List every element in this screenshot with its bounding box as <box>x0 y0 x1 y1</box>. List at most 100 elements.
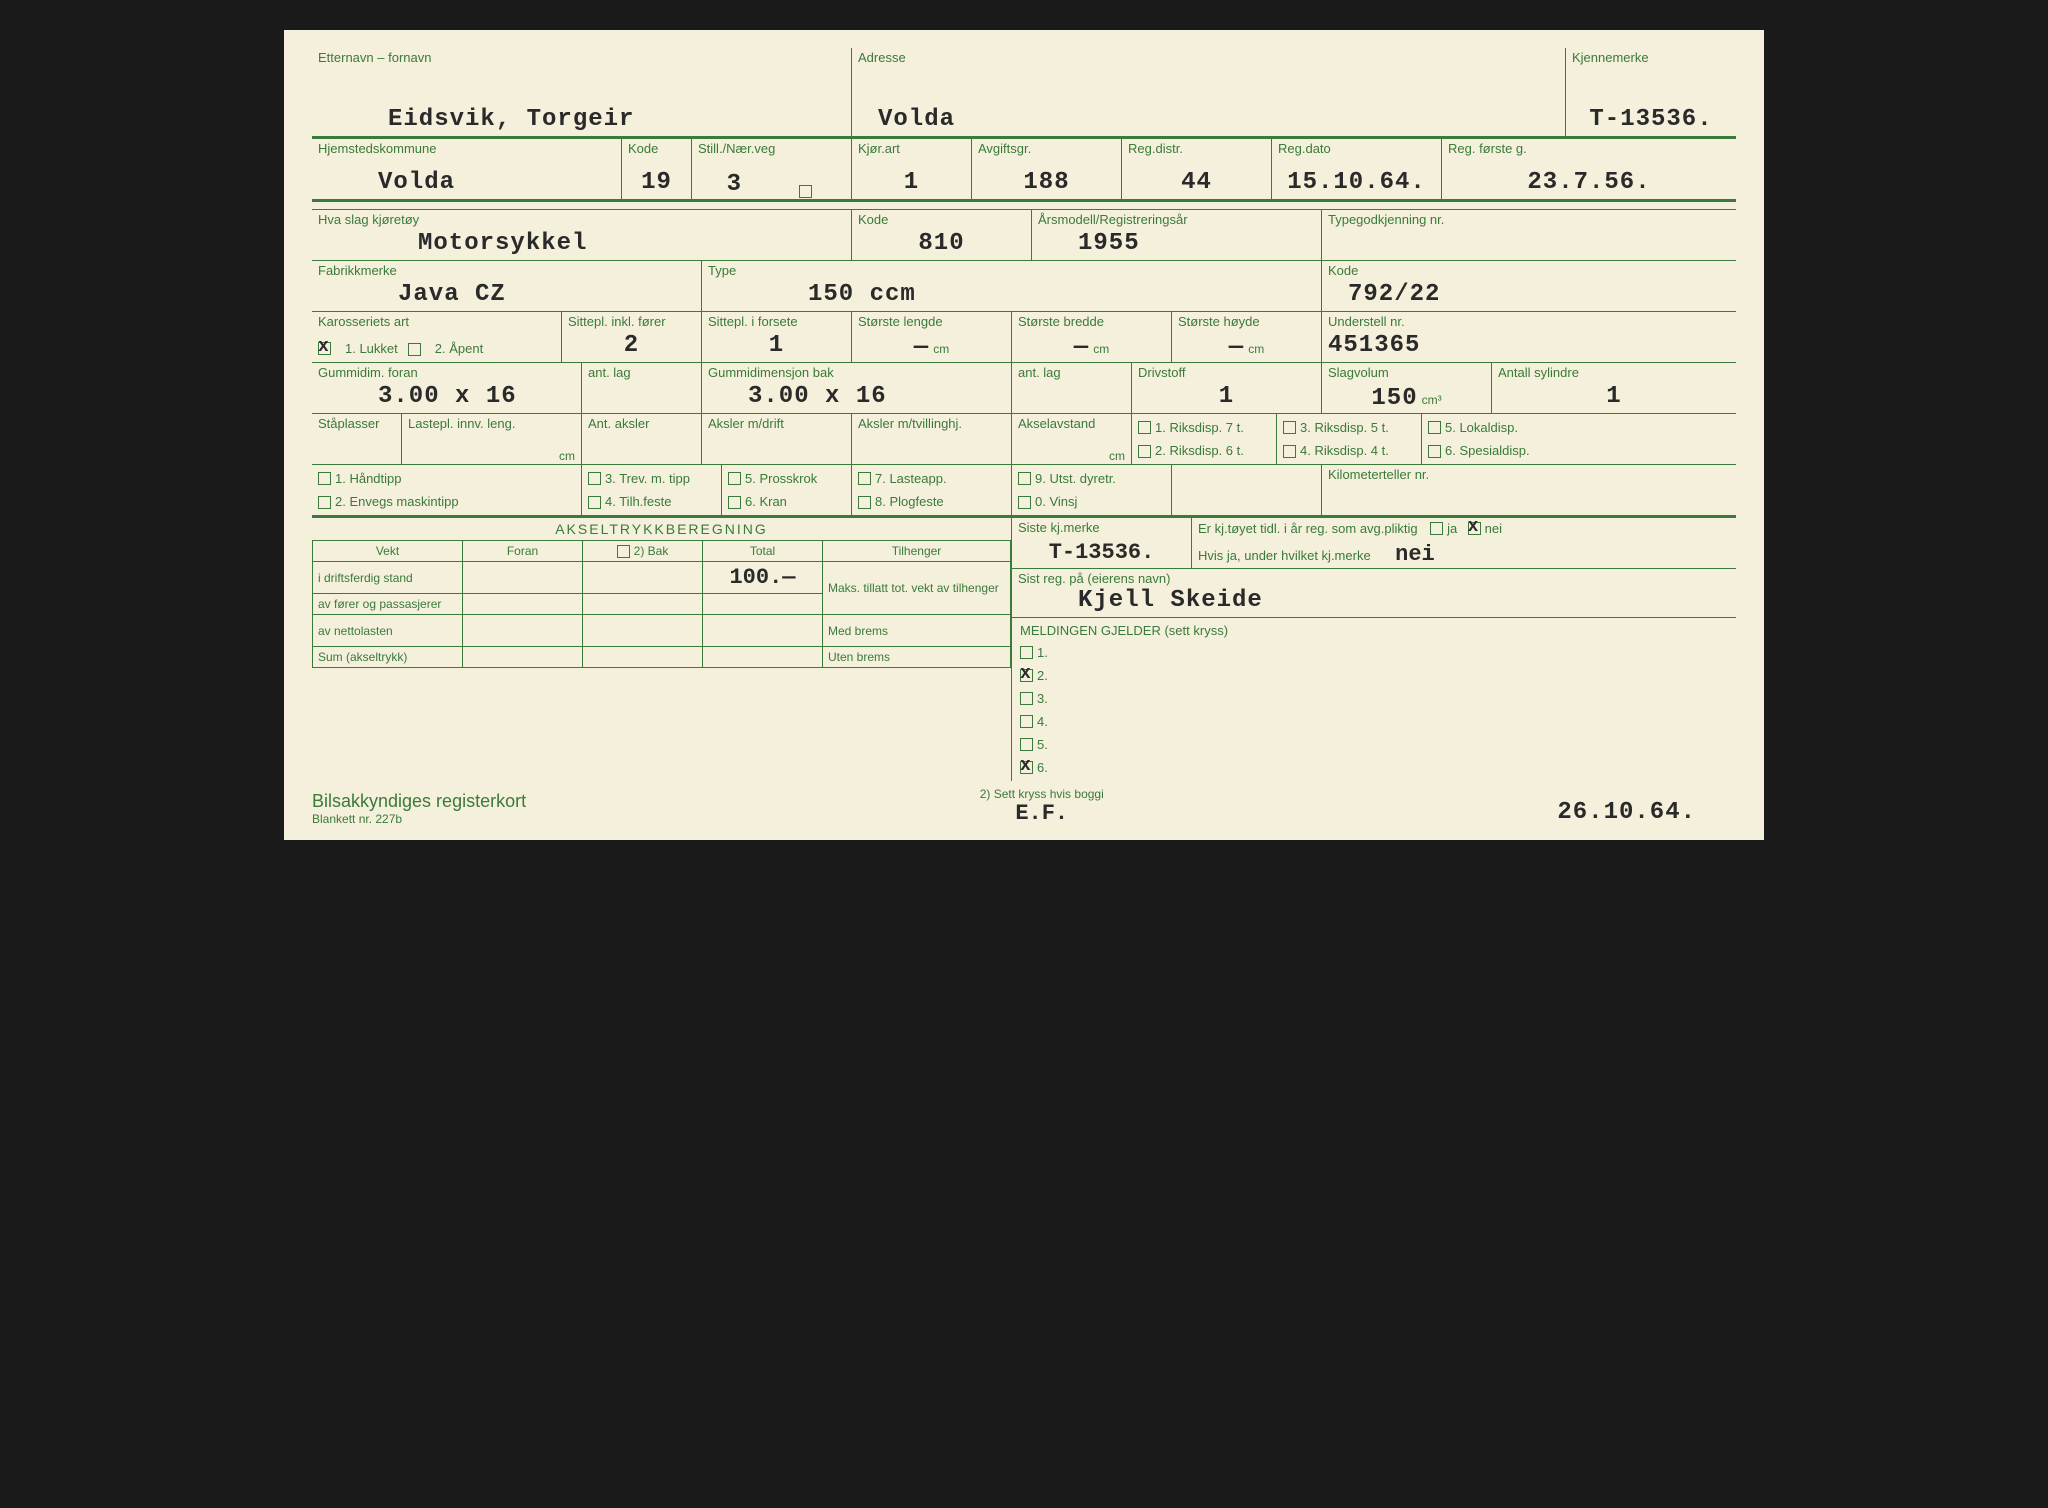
label-slagvolum: Slagvolum <box>1328 365 1485 381</box>
checkbox-e5 <box>728 472 741 485</box>
row-body: Karosseriets art 1. Lukket 2. Åpent Sitt… <box>312 312 1736 363</box>
label-type: Type <box>708 263 1315 279</box>
value-sylindre: 1 <box>1498 383 1730 412</box>
checkbox-r2 <box>1138 445 1151 458</box>
label-e1: 1. Håndtipp <box>335 471 402 486</box>
label-regdato: Reg.dato <box>1278 141 1435 157</box>
cell-drift: Aksler m/drift <box>702 414 852 464</box>
label-drift: Aksler m/drift <box>708 416 845 432</box>
label-sistreg: Sist reg. på (eierens navn) <box>1018 571 1730 587</box>
label-e9: 9. Utst. dyretr. <box>1035 471 1116 486</box>
cell-rear-tire: Gummidimensjon bak 3.00 x 16 <box>702 363 1012 413</box>
label-lag1: ant. lag <box>588 365 695 381</box>
value-regdistr: 44 <box>1128 169 1265 198</box>
cell-avgift: Avgiftsgr. 188 <box>972 139 1122 199</box>
checkbox-e2 <box>318 496 331 509</box>
label-staplasser: Ståplasser <box>318 416 395 432</box>
wt-r3-label: av nettolasten <box>313 615 463 647</box>
label-avstand: Akselavstand <box>1018 416 1125 432</box>
value-sistreg: Kjell Skeide <box>1018 587 1730 616</box>
cell-hoyde: Største høyde —cm <box>1172 312 1322 362</box>
label-r3: 3. Riksdisp. 5 t. <box>1300 420 1389 435</box>
wt-r1-til: Maks. tillatt tot. vekt av tilhenger <box>823 562 1011 615</box>
cell-hjemsted: Hjemstedskommune Volda <box>312 139 622 199</box>
cell-bredde: Største bredde —cm <box>1012 312 1172 362</box>
label-sitte: Sittepl. inkl. fører <box>568 314 695 330</box>
wt-r2-label: av fører og passasjerer <box>313 594 463 615</box>
cell-disp-col1: 1. Riksdisp. 7 t. 2. Riksdisp. 6 t. <box>1132 414 1277 464</box>
checkbox-m5 <box>1020 738 1033 751</box>
weight-row-3: av nettolasten Med brems <box>313 615 1011 647</box>
label-r5: 5. Lokaldisp. <box>1445 420 1518 435</box>
cell-sistreg: Sist reg. på (eierens navn) Kjell Skeide <box>1012 569 1736 617</box>
footer-left: Bilsakkyndiges registerkort Blankett nr.… <box>312 791 526 826</box>
meldingen-section: MELDINGEN GJELDER (sett kryss) 1. 2. 3. … <box>1012 618 1736 781</box>
value-hoyde: — <box>1229 334 1244 361</box>
checkbox-m1 <box>1020 646 1033 659</box>
label-fuel: Drivstoff <box>1138 365 1315 381</box>
checkbox-e6 <box>728 496 741 509</box>
value-typegod <box>1328 257 1730 259</box>
cell-address: Adresse Volda <box>852 48 1566 136</box>
label-kjorart: Kjør.art <box>858 141 965 157</box>
cell-eq5: 9. Utst. dyretr. 0. Vinsj <box>1012 465 1172 515</box>
cell-lag2: ant. lag <box>1012 363 1132 413</box>
checkbox-m3 <box>1020 692 1033 705</box>
wt-r1-label: i driftsferdig stand <box>313 562 463 594</box>
label-e4: 4. Tilh.feste <box>605 494 671 509</box>
label-e5: 5. Prosskrok <box>745 471 817 486</box>
cell-eq4: 7. Lasteapp. 8. Plogfeste <box>852 465 1012 515</box>
cell-regdato: Reg.dato 15.10.64. <box>1272 139 1442 199</box>
value-address: Volda <box>858 106 1559 135</box>
checkbox-r5 <box>1428 421 1441 434</box>
weight-row-4: Sum (akseltrykk) Uten brems <box>313 647 1011 668</box>
th-vekt: Vekt <box>313 541 463 562</box>
cell-regf: Reg. første g. 23.7.56. <box>1442 139 1736 199</box>
row-registration: Hjemstedskommune Volda Kode 19 Still./Næ… <box>312 139 1736 199</box>
weight-row-1: i driftsferdig stand 100.— Maks. tillatt… <box>313 562 1011 594</box>
value-kjorart: 1 <box>858 169 965 198</box>
label-hoyde: Største høyde <box>1178 314 1315 330</box>
value-slagvolum: 150 <box>1371 385 1417 412</box>
footer-mid: 2) Sett kryss hvis boggi E.F. <box>980 787 1104 826</box>
label-understell: Understell nr. <box>1328 314 1730 330</box>
row-tires: Gummidim. foran 3.00 x 16 ant. lag Gummi… <box>312 363 1736 414</box>
label-antaksler: Ant. aksler <box>588 416 695 432</box>
registration-card: Etternavn – fornavn Eidsvik, Torgeir Adr… <box>284 30 1764 840</box>
cell-karosseri: Karosseriets art 1. Lukket 2. Åpent <box>312 312 562 362</box>
value-avgift: 188 <box>978 169 1115 198</box>
value-kode3: 792/22 <box>1328 281 1730 310</box>
label-lengde: Største lengde <box>858 314 1005 330</box>
wt-r1-total: 100.— <box>729 565 795 590</box>
weight-header-row: Vekt Foran 2) Bak Total Tilhenger <box>313 541 1011 562</box>
label-tidl: Er kj.tøyet tidl. i år reg. som avg.plik… <box>1198 521 1418 536</box>
label-aarsmodell: Årsmodell/Registreringsår <box>1038 212 1315 228</box>
checkbox-ja <box>1430 522 1443 535</box>
checkbox-e3 <box>588 472 601 485</box>
wt-r3-til: Med brems <box>823 615 1011 647</box>
checkbox-still <box>799 185 812 198</box>
label-e0: 0. Vinsj <box>1035 494 1077 509</box>
checkbox-lukket <box>318 342 331 355</box>
cell-fabrikk: Fabrikkmerke Java CZ <box>312 261 702 311</box>
value-forsete: 1 <box>708 332 845 361</box>
cell-regdistr: Reg.distr. 44 <box>1122 139 1272 199</box>
cell-avstand: Akselavstand cm <box>1012 414 1132 464</box>
cell-sylindre: Antall sylindre 1 <box>1492 363 1736 413</box>
cell-sitte: Sittepl. inkl. fører 2 <box>562 312 702 362</box>
row-vehicle: Hva slag kjøretøy Motorsykkel Kode 810 Å… <box>312 209 1736 261</box>
cell-typegod: Typegodkjenning nr. <box>1322 210 1736 260</box>
cell-staplasser: Ståplasser <box>312 414 402 464</box>
cell-kode2: Kode 810 <box>852 210 1032 260</box>
row-axles: Ståplasser Lastepl. innv. leng. cm Ant. … <box>312 414 1736 465</box>
label-m3: 3. <box>1037 691 1048 706</box>
label-sylindre: Antall sylindre <box>1498 365 1730 381</box>
label-rear-tire: Gummidimensjon bak <box>708 365 1005 381</box>
row-equipment: 1. Håndtipp 2. Envegs maskintipp 3. Trev… <box>312 465 1736 518</box>
value-understell: 451365 <box>1328 332 1730 361</box>
cell-fuel: Drivstoff 1 <box>1132 363 1322 413</box>
checkbox-r1 <box>1138 421 1151 434</box>
label-e6: 6. Kran <box>745 494 787 509</box>
value-type: 150 ccm <box>708 281 1315 310</box>
label-front-tire: Gummidim. foran <box>318 365 575 381</box>
